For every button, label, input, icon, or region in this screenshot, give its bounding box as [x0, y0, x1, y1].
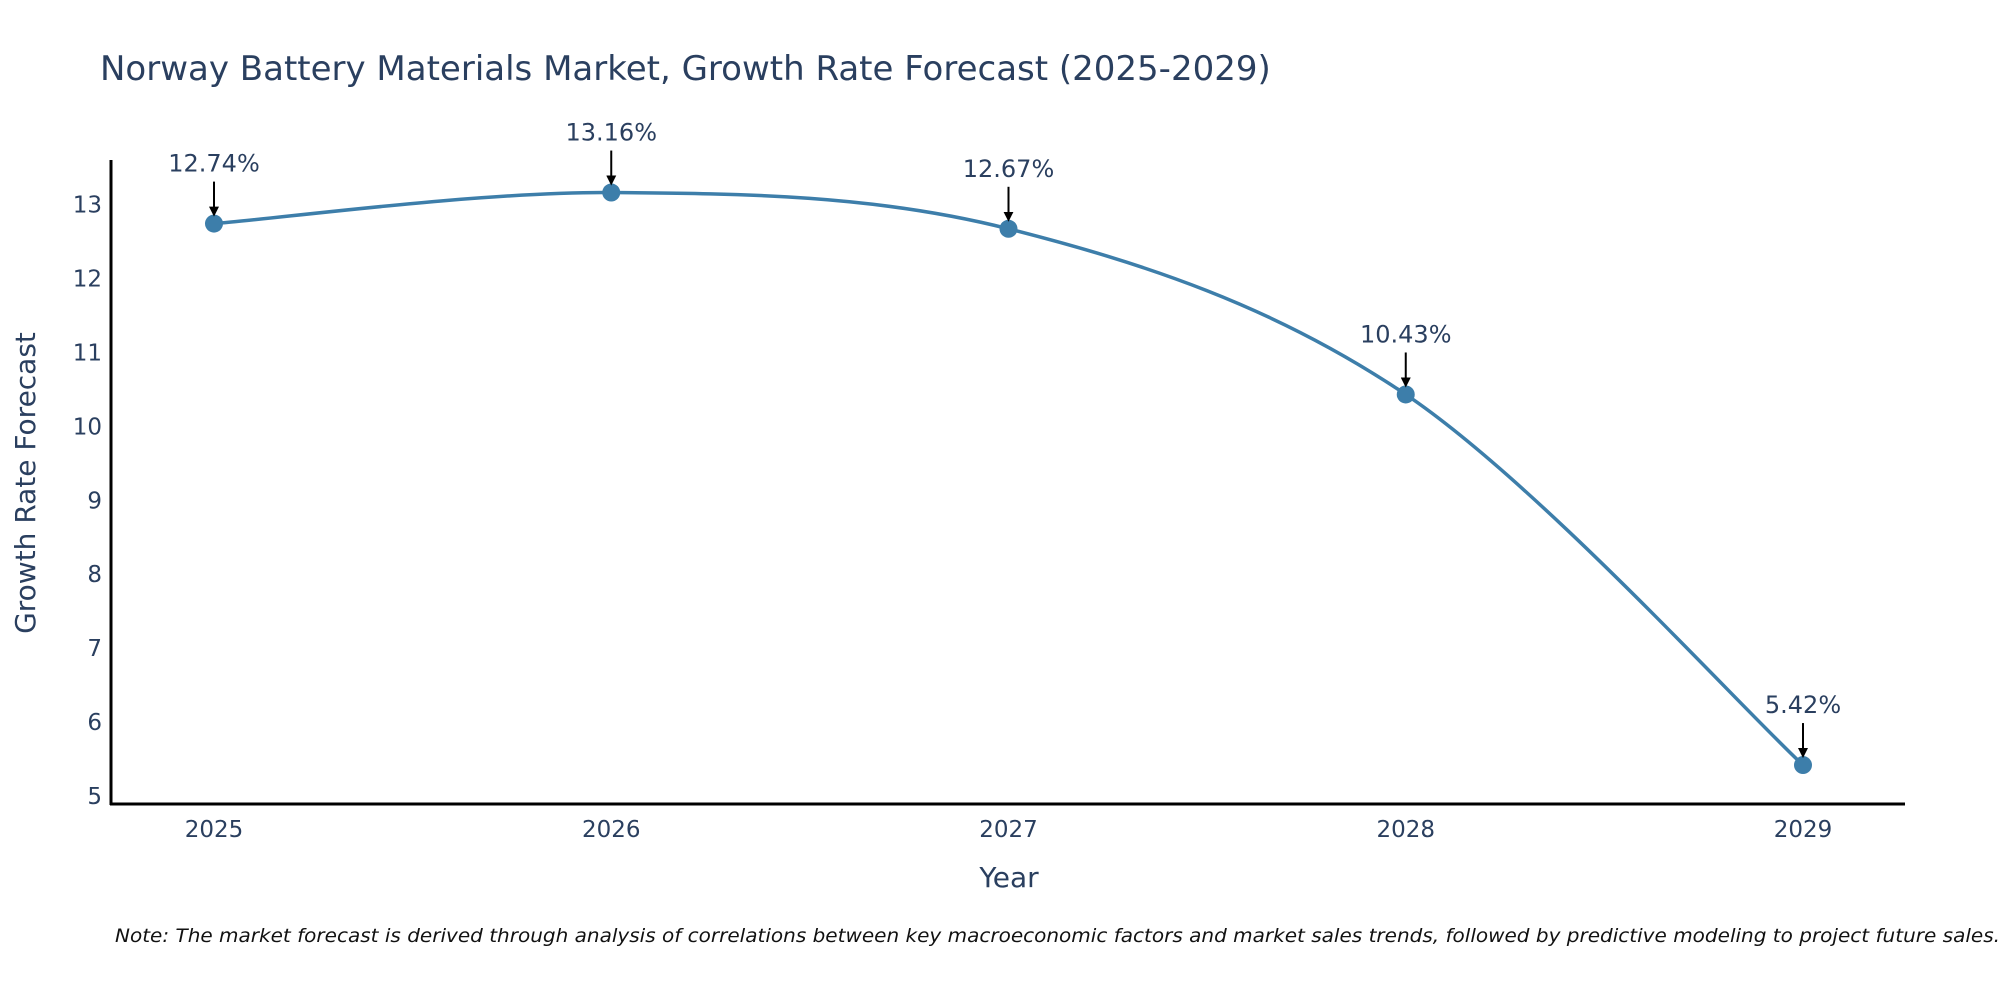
y-tick-label: 11	[73, 340, 102, 366]
series-line	[213, 190, 1805, 767]
y-tick-label: 6	[87, 710, 102, 736]
data-point	[205, 214, 223, 233]
x-axis-title: Year	[978, 861, 1039, 894]
x-tick-label: 2027	[979, 817, 1038, 843]
data-label: 5.42%	[1765, 691, 1841, 719]
data-point	[1794, 756, 1812, 775]
y-tick-label: 12	[73, 266, 102, 292]
chart-title: Norway Battery Materials Market, Growth …	[100, 49, 1271, 89]
x-tick-label: 2029	[1774, 817, 1833, 843]
data-annotations: 12.74% 13.16% 12.67% 10.43% 5.42%	[168, 119, 1841, 759]
x-axis-ticks: 2025 2026 2027 2028 2029	[185, 817, 1833, 843]
x-tick-label: 2025	[185, 817, 244, 843]
x-tick-label: 2026	[582, 817, 641, 843]
data-label: 13.16%	[565, 119, 657, 147]
y-tick-label: 8	[87, 562, 102, 588]
data-point	[999, 219, 1018, 238]
y-tick-label: 10	[73, 414, 102, 440]
data-point	[1396, 385, 1415, 404]
y-tick-label: 9	[87, 488, 102, 514]
y-axis-ticks: 5 6 7 8 9 10 11 12 13	[73, 192, 102, 810]
y-tick-label: 13	[73, 192, 102, 218]
data-label: 12.74%	[168, 150, 260, 178]
series-markers	[205, 183, 1812, 775]
y-axis-title: Growth Rate Forecast	[9, 332, 42, 634]
data-label: 10.43%	[1360, 320, 1452, 348]
footnote: Note: The market forecast is derived thr…	[115, 925, 2000, 947]
y-tick-label: 5	[87, 784, 102, 810]
x-tick-label: 2028	[1376, 817, 1435, 843]
data-label: 12.67%	[963, 155, 1055, 183]
data-point	[602, 183, 621, 202]
y-tick-label: 7	[87, 636, 102, 662]
